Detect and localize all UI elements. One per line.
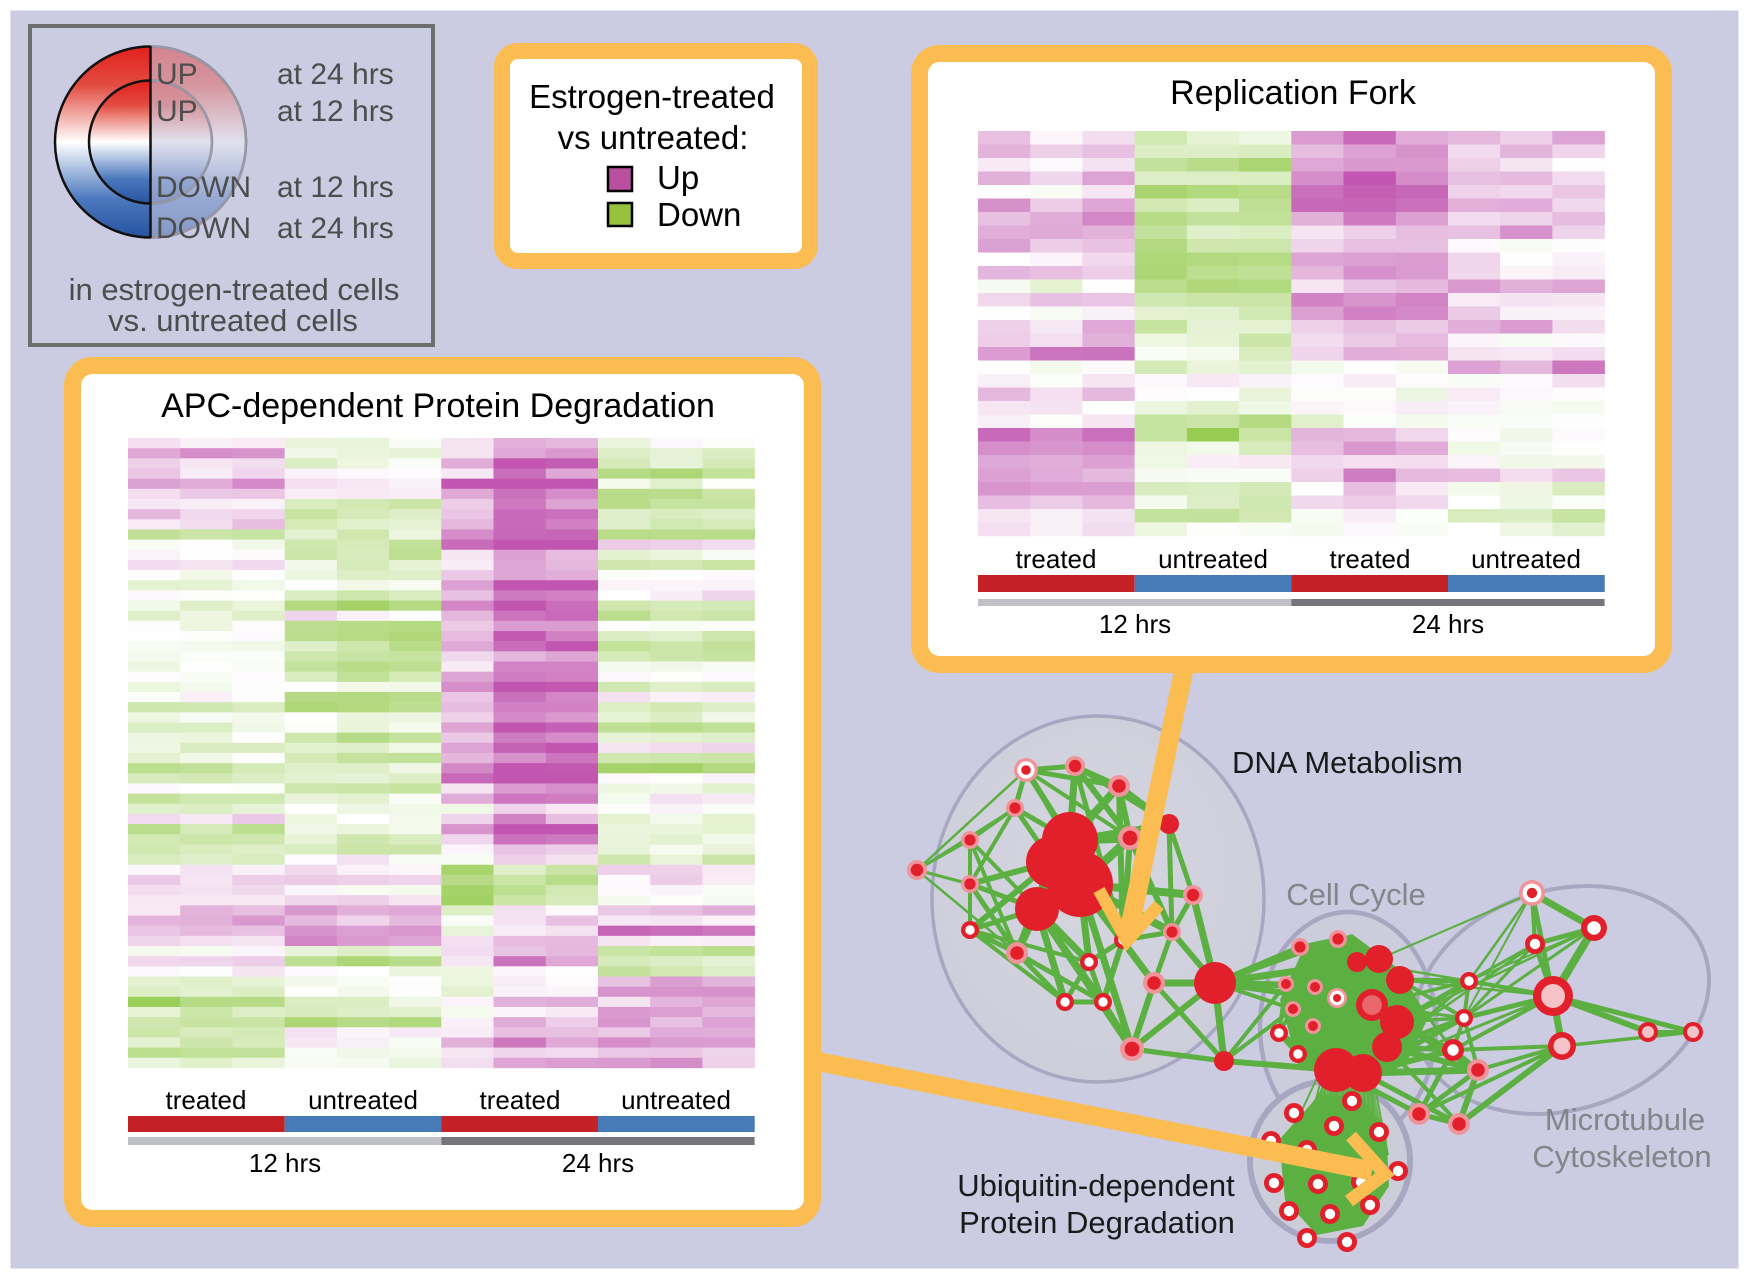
svg-text:24 hrs: 24 hrs bbox=[1412, 609, 1484, 639]
svg-text:Microtubule: Microtubule bbox=[1545, 1102, 1705, 1137]
svg-text:Down: Down bbox=[657, 196, 741, 233]
svg-text:treated: treated bbox=[480, 1085, 561, 1115]
svg-text:Cytoskeleton: Cytoskeleton bbox=[1532, 1139, 1711, 1174]
svg-text:at 12 hrs: at 12 hrs bbox=[277, 95, 394, 128]
svg-text:UP: UP bbox=[156, 58, 198, 91]
svg-text:untreated: untreated bbox=[621, 1085, 731, 1115]
svg-text:treated: treated bbox=[166, 1085, 247, 1115]
svg-text:untreated: untreated bbox=[308, 1085, 418, 1115]
svg-text:24 hrs: 24 hrs bbox=[562, 1148, 634, 1178]
svg-text:vs untreated:: vs untreated: bbox=[558, 119, 749, 156]
svg-text:treated: treated bbox=[1330, 544, 1411, 574]
svg-text:DOWN: DOWN bbox=[156, 212, 251, 245]
svg-text:untreated: untreated bbox=[1158, 544, 1268, 574]
svg-text:UP: UP bbox=[156, 95, 198, 128]
svg-text:vs. untreated cells: vs. untreated cells bbox=[108, 303, 358, 338]
svg-text:at 24 hrs: at 24 hrs bbox=[277, 212, 394, 245]
svg-text:APC-dependent Protein Degradat: APC-dependent Protein Degradation bbox=[161, 387, 715, 425]
svg-text:treated: treated bbox=[1016, 544, 1097, 574]
svg-text:Replication Fork: Replication Fork bbox=[1170, 74, 1417, 112]
svg-text:in estrogen-treated cells: in estrogen-treated cells bbox=[69, 272, 400, 307]
svg-text:at 24 hrs: at 24 hrs bbox=[277, 58, 394, 91]
svg-text:DNA Metabolism: DNA Metabolism bbox=[1232, 745, 1463, 780]
svg-text:at 12 hrs: at 12 hrs bbox=[277, 171, 394, 204]
svg-text:12 hrs: 12 hrs bbox=[1099, 609, 1171, 639]
svg-text:untreated: untreated bbox=[1471, 544, 1581, 574]
svg-text:Cell Cycle: Cell Cycle bbox=[1286, 877, 1426, 912]
svg-text:Ubiquitin-dependent: Ubiquitin-dependent bbox=[957, 1168, 1235, 1203]
svg-text:Estrogen-treated: Estrogen-treated bbox=[529, 78, 775, 115]
svg-text:Protein Degradation: Protein Degradation bbox=[959, 1205, 1235, 1240]
svg-text:DOWN: DOWN bbox=[156, 171, 251, 204]
svg-text:12 hrs: 12 hrs bbox=[249, 1148, 321, 1178]
svg-text:Up: Up bbox=[657, 159, 699, 196]
